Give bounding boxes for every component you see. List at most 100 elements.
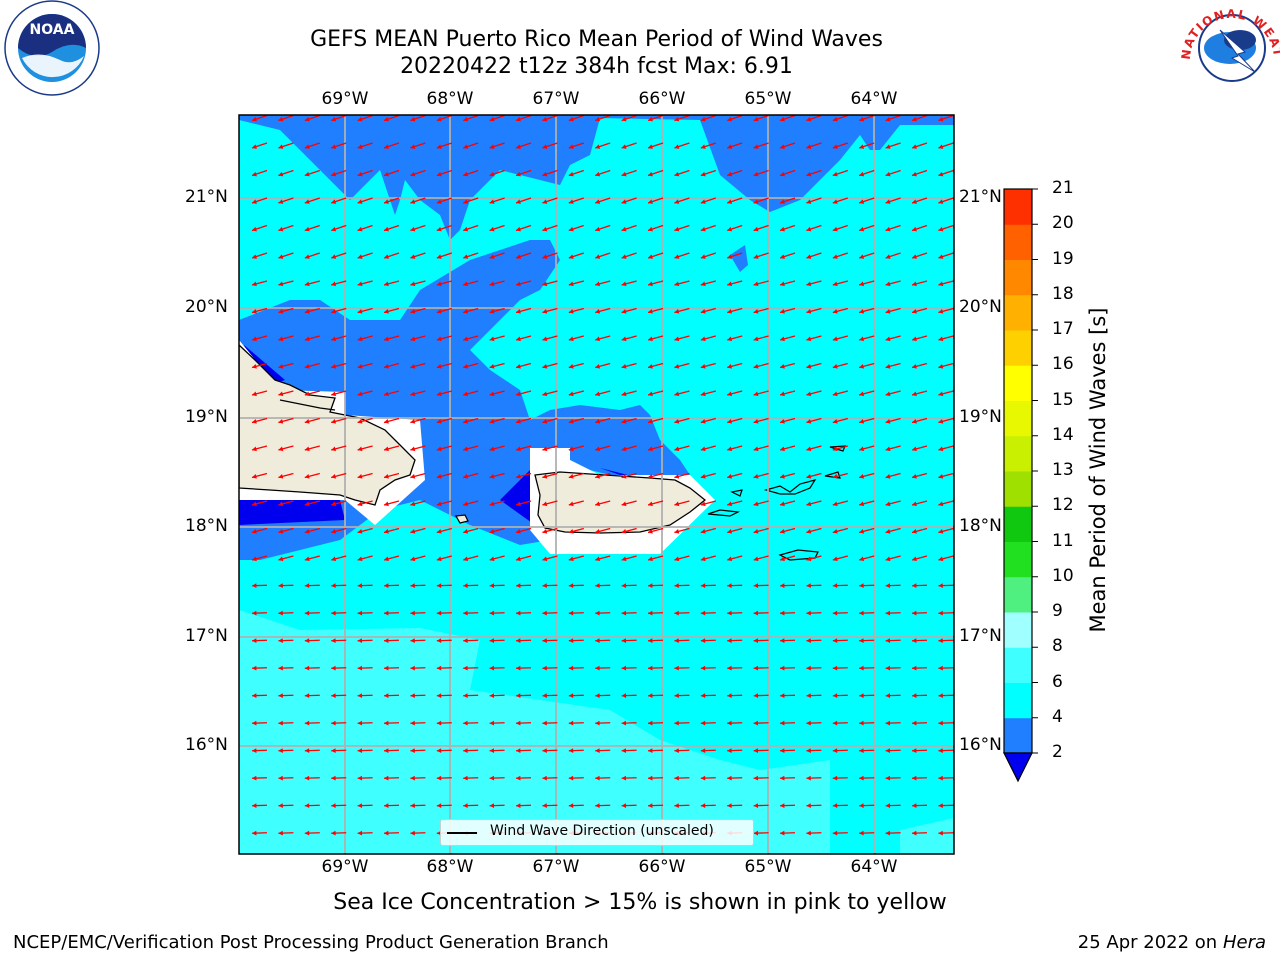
wind-arrow-head xyxy=(938,803,943,808)
wind-arrow-head xyxy=(727,116,733,122)
wind-arrow-head xyxy=(331,309,337,314)
date-line: 25 Apr 2022 on Hera xyxy=(1078,932,1266,953)
land-virgin-islands xyxy=(763,479,817,495)
wind-arrow-head xyxy=(859,638,864,643)
wind-arrow-head xyxy=(304,638,310,643)
wind-arrow-head xyxy=(648,364,653,369)
wind-arrow-head xyxy=(516,309,521,314)
wind-arrow-head xyxy=(410,665,415,671)
wind-arrow-head xyxy=(463,116,469,122)
wind-arrow-head xyxy=(542,583,547,588)
wind-arrow-head xyxy=(912,803,917,808)
wind-arrow-head xyxy=(621,199,627,204)
wind-arrow-head xyxy=(436,364,442,369)
colorbar-segment xyxy=(1004,189,1032,225)
wind-arrow-head xyxy=(278,116,284,122)
wind-arrow-head xyxy=(304,529,310,534)
wind-arrow-head xyxy=(278,309,284,314)
period-fill-lt2-mona xyxy=(500,470,535,525)
wind-arrow-head xyxy=(331,116,337,122)
wind-arrow-head xyxy=(252,336,257,342)
wind-arrow-head xyxy=(832,446,838,452)
wind-arrow-head xyxy=(938,748,943,753)
wind-arrow-head xyxy=(700,556,706,562)
wind-arrow-head xyxy=(436,226,442,232)
wind-arrow-head xyxy=(357,474,363,479)
wind-arrow-head xyxy=(278,638,283,643)
noaa-logo: NOAA xyxy=(4,0,100,96)
land-virgin-gorda xyxy=(824,471,841,479)
lat-label-left: 21°N xyxy=(185,187,228,207)
wind-arrow-head xyxy=(516,199,521,204)
wind-arrow-head xyxy=(621,583,627,588)
wind-arrow-head xyxy=(252,474,257,479)
wind-arrow-head xyxy=(727,309,733,314)
wind-arrow-head xyxy=(436,556,442,562)
wind-arrow-head xyxy=(489,665,495,671)
wind-arrow-head xyxy=(674,254,680,259)
wind-arrow-head xyxy=(806,226,812,232)
wind-arrow-head xyxy=(780,446,785,452)
wind-arrow-head xyxy=(252,171,257,177)
wind-arrow-head xyxy=(621,474,627,479)
wind-arrow-head xyxy=(648,171,653,177)
wind-arrow-head xyxy=(885,474,891,479)
wind-arrow-head xyxy=(568,254,574,259)
hispaniola-north-coast xyxy=(279,399,336,411)
map-legend: Wind Wave Direction (unscaled) xyxy=(440,819,754,846)
wind-arrow-head xyxy=(489,501,495,507)
wind-arrow-head xyxy=(384,116,389,122)
wind-arrow-head xyxy=(912,281,917,287)
wind-arrow-head xyxy=(304,474,310,479)
wind-arrow-head xyxy=(357,336,363,342)
wind-arrow-head xyxy=(832,775,838,781)
wind-arrow-head xyxy=(885,830,891,836)
wind-arrow-head xyxy=(436,391,442,397)
wind-arrow-head xyxy=(278,529,284,534)
wind-arrow-head xyxy=(753,583,759,588)
wind-arrow-head xyxy=(727,199,733,204)
wind-arrow-head xyxy=(463,529,469,534)
wind-arrow-head xyxy=(595,254,601,259)
wind-arrow-head xyxy=(410,638,415,643)
wind-arrow-head xyxy=(595,501,601,507)
wind-arrow-head xyxy=(357,803,363,808)
colorbar-under-extension xyxy=(1003,752,1033,783)
lon-label-top: 69°W xyxy=(321,89,369,109)
wind-arrow-head xyxy=(489,391,495,397)
wind-arrow-head xyxy=(700,254,706,259)
wind-arrow-head xyxy=(436,610,442,616)
wind-arrow-head xyxy=(621,446,627,452)
wind-arrow-head xyxy=(331,199,337,204)
lat-label-left: 18°N xyxy=(185,516,228,536)
colorbar-tick-label: 20 xyxy=(1052,213,1074,234)
lat-label-right: 18°N xyxy=(959,516,1002,536)
wind-arrow-head xyxy=(489,309,495,314)
wind-arrow-head xyxy=(938,391,944,397)
wind-arrow-head xyxy=(806,336,812,342)
wind-arrow-head xyxy=(595,720,600,726)
wind-arrow-head xyxy=(648,720,653,726)
wind-arrow-head xyxy=(700,529,706,534)
wind-arrow-head xyxy=(278,446,284,452)
wind-arrow-head xyxy=(753,391,759,397)
wind-arrow-head xyxy=(727,391,733,397)
colorbar-tick-label: 6 xyxy=(1052,671,1063,692)
wind-arrow-head xyxy=(384,556,389,562)
colorbar-segment xyxy=(1004,365,1032,401)
wind-arrow-head xyxy=(304,775,310,781)
wind-arrow-head xyxy=(436,748,442,753)
wind-arrow-head xyxy=(780,556,785,562)
wind-arrow-head xyxy=(568,419,574,424)
wind-arrow-head xyxy=(542,556,548,562)
wind-arrow-head xyxy=(938,501,944,507)
wind-arrow-head xyxy=(674,474,680,479)
wind-arrow-head xyxy=(753,803,759,808)
wind-arrow-head xyxy=(753,144,759,149)
wind-arrow-head xyxy=(648,529,653,534)
wind-arrow-head xyxy=(463,748,468,753)
wind-arrow-head xyxy=(700,226,706,232)
wind-arrow-head xyxy=(912,775,917,781)
wind-arrow-head xyxy=(806,254,812,259)
wind-arrow-head xyxy=(304,226,310,232)
